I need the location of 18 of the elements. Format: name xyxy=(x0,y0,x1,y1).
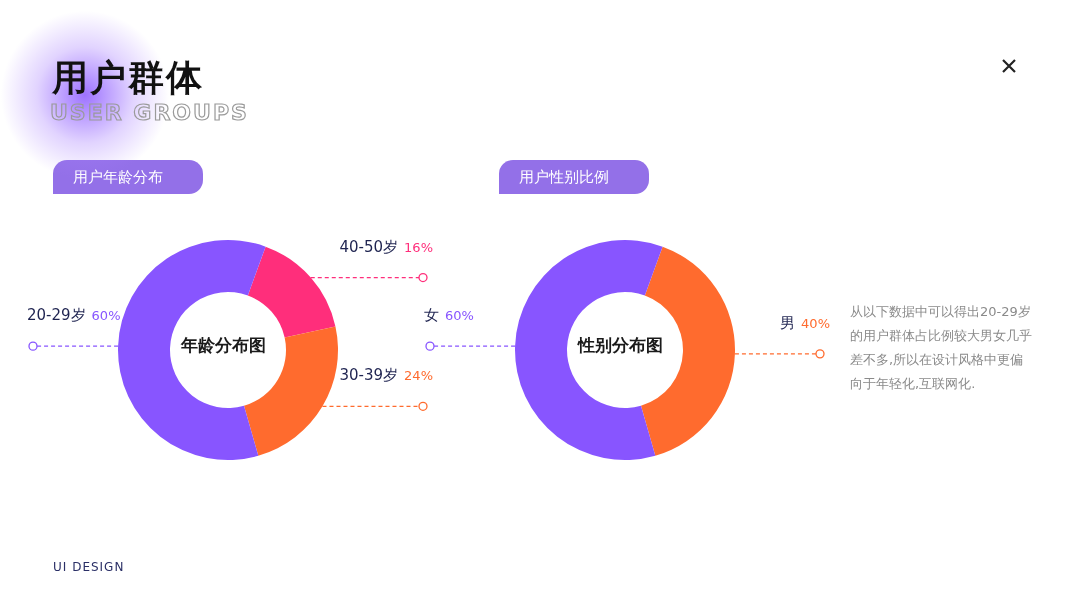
text: 从以下数据中可以得出20-29岁的用户群体占比例较大男女几乎差不多,所以在设计风格中更偏向于年轻化,互联网化. xyxy=(850,303,1033,393)
text: 性别分布图 xyxy=(576,335,663,355)
text: USER GROUPS xyxy=(50,100,249,125)
slice-label: 30-39岁 xyxy=(339,366,399,385)
slice-label: 40-50岁 xyxy=(339,237,399,256)
data-label: 60% xyxy=(445,308,474,324)
data-label: 16% xyxy=(404,239,433,255)
slice-label: 男 xyxy=(780,313,796,332)
slice-label: 20-29岁 xyxy=(27,306,86,325)
slice-label: 女 xyxy=(424,306,439,325)
data-label: 40% xyxy=(801,315,830,331)
chart-title: 用户性别比例 xyxy=(499,160,649,194)
chart-title: 用户年龄分布 xyxy=(53,160,203,194)
text: UI DESIGN xyxy=(53,560,125,574)
text: 年龄分布图 xyxy=(179,335,266,355)
data-label: 60% xyxy=(91,308,121,324)
text: 用户群体 xyxy=(52,57,204,98)
data-label: 24% xyxy=(404,368,433,384)
